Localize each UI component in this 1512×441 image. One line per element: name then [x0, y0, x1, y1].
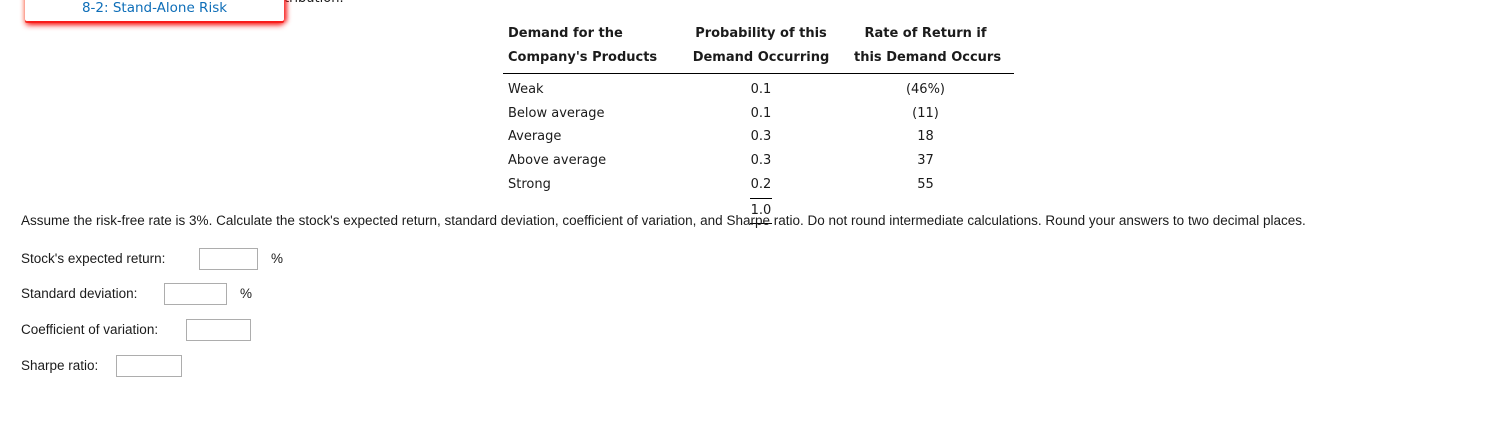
sharpe-ratio-label: Sharpe ratio:	[21, 358, 99, 373]
clipped-text-fragment: tribution.	[284, 0, 344, 6]
probability-cell: 0.1	[750, 105, 772, 121]
rate-cell: 37	[917, 153, 934, 169]
rate-cell: 55	[917, 176, 934, 192]
table-row: Below average 0.1 (11)	[503, 102, 1014, 126]
rate-cell: (46%)	[905, 82, 946, 97]
standard-deviation-row: Standard deviation: %	[21, 282, 252, 305]
lesson-tab-label: 8-2: Stand-Alone Risk	[81, 0, 228, 16]
problem-instructions: Assume the risk-free rate is 3%. Calcula…	[21, 213, 1306, 228]
lesson-tab-stand-alone-risk[interactable]: 8-2: Stand-Alone Risk	[25, 0, 284, 21]
demand-cell: Below average	[508, 105, 605, 121]
probability-total-cell: 1.0	[668, 199, 854, 225]
expected-return-label: Stock's expected return:	[21, 251, 166, 266]
expected-return-row: Stock's expected return: %	[21, 247, 283, 270]
coefficient-of-variation-label: Coefficient of variation:	[21, 322, 159, 337]
probability-distribution-table: Demand for the Company's Products Probab…	[503, 22, 1014, 225]
sharpe-ratio-row: Sharpe ratio:	[21, 354, 182, 377]
header-rate-of-return: Rate of Return if this Demand Occurs	[854, 26, 1002, 65]
table-row: Average 0.3 18	[503, 125, 1014, 149]
demand-cell: Strong	[508, 176, 551, 192]
table-total-row: 1.0	[503, 199, 1014, 225]
header-probability: Probability of this Demand Occurring	[692, 26, 830, 65]
probability-cell: 0.3	[750, 129, 772, 145]
demand-cell: Average	[508, 129, 562, 145]
probability-cell: 0.2	[668, 173, 854, 199]
percent-sign: %	[271, 251, 284, 266]
table-header-row: Demand for the Company's Products Probab…	[503, 22, 1014, 74]
table-row: Strong 0.2 55	[503, 173, 1014, 199]
probability-cell: 0.1	[750, 82, 772, 97]
table-row: Weak 0.1 (46%)	[503, 74, 1014, 102]
header-demand: Demand for the Company's Products	[508, 26, 658, 65]
coefficient-of-variation-row: Coefficient of variation:	[21, 318, 251, 341]
rate-cell: (11)	[912, 105, 939, 121]
standard-deviation-label: Standard deviation:	[21, 286, 138, 301]
standard-deviation-input[interactable]	[164, 282, 227, 305]
demand-cell: Weak	[508, 82, 544, 97]
probability-cell: 0.3	[750, 153, 772, 169]
coefficient-of-variation-input[interactable]	[186, 318, 251, 341]
table-row: Above average 0.3 37	[503, 149, 1014, 173]
demand-cell: Above average	[508, 153, 607, 169]
percent-sign: %	[240, 286, 253, 301]
expected-return-input[interactable]	[199, 247, 258, 270]
rate-cell: 18	[917, 129, 934, 145]
sharpe-ratio-input[interactable]	[116, 354, 182, 377]
